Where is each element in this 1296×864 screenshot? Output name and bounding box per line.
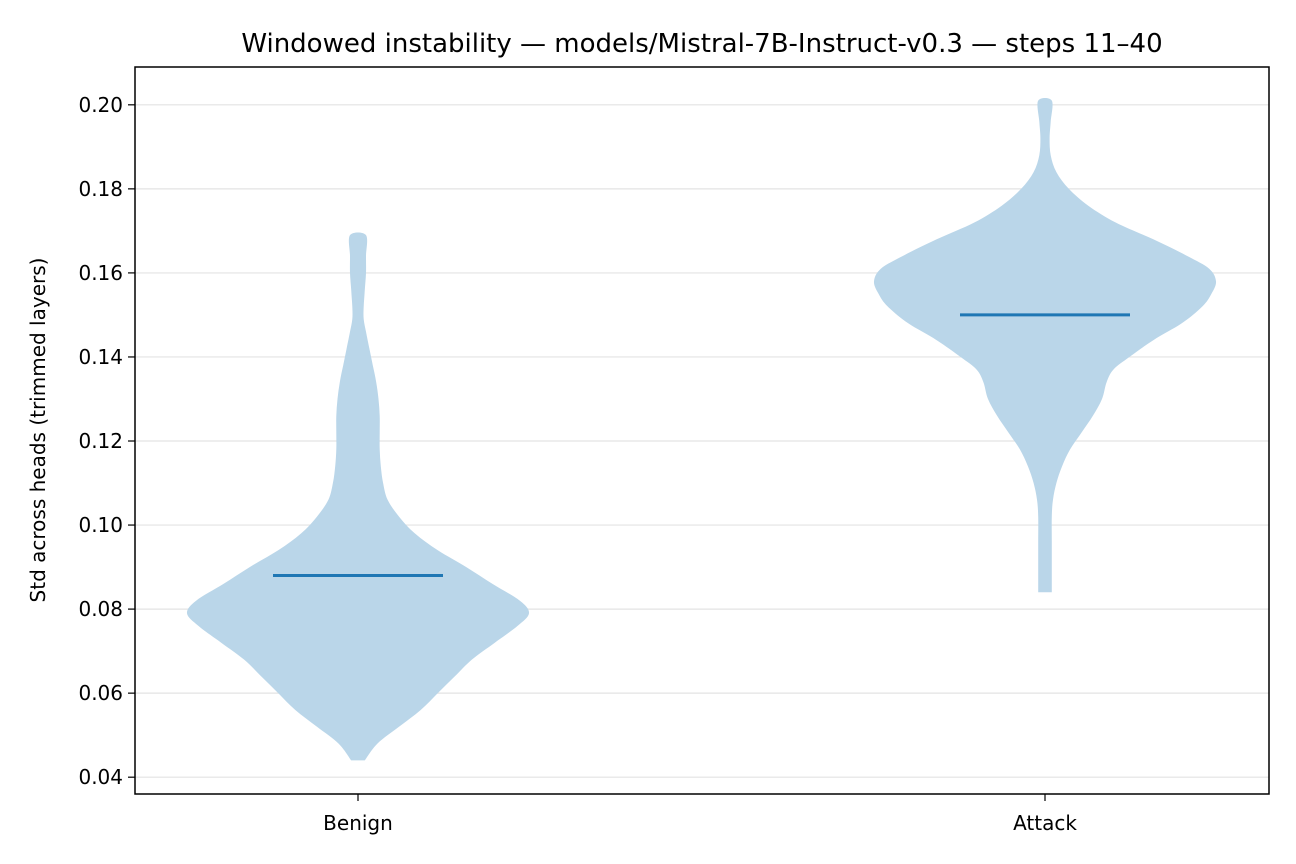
plot-frame [134, 66, 1270, 795]
y-tick-label: 0.10 [78, 513, 123, 537]
y-tick-label: 0.16 [78, 261, 123, 285]
y-axis-label: Std across heads (trimmed layers) [26, 258, 50, 603]
chart-title: Windowed instability — models/Mistral-7B… [241, 29, 1162, 59]
y-ticks: 0.04 0.06 0.08 0.10 0.12 0.14 0.16 0.18 0.20 [78, 93, 135, 789]
median-lines [273, 313, 1130, 577]
y-tick-label: 0.12 [78, 429, 123, 453]
x-ticks: Benign Attack [323, 794, 1077, 835]
y-tick-label: 0.06 [78, 681, 123, 705]
x-tick-label-attack: Attack [1013, 811, 1077, 835]
y-tick-label: 0.18 [78, 177, 123, 201]
y-tick-label: 0.08 [78, 597, 123, 621]
y-tick-label: 0.20 [78, 93, 123, 117]
x-tick-label-benign: Benign [323, 811, 393, 835]
y-tick-label: 0.04 [78, 765, 123, 789]
violin-attack [873, 97, 1217, 593]
violin-benign [186, 232, 530, 761]
y-tick-label: 0.14 [78, 345, 123, 369]
violins [186, 97, 1217, 761]
